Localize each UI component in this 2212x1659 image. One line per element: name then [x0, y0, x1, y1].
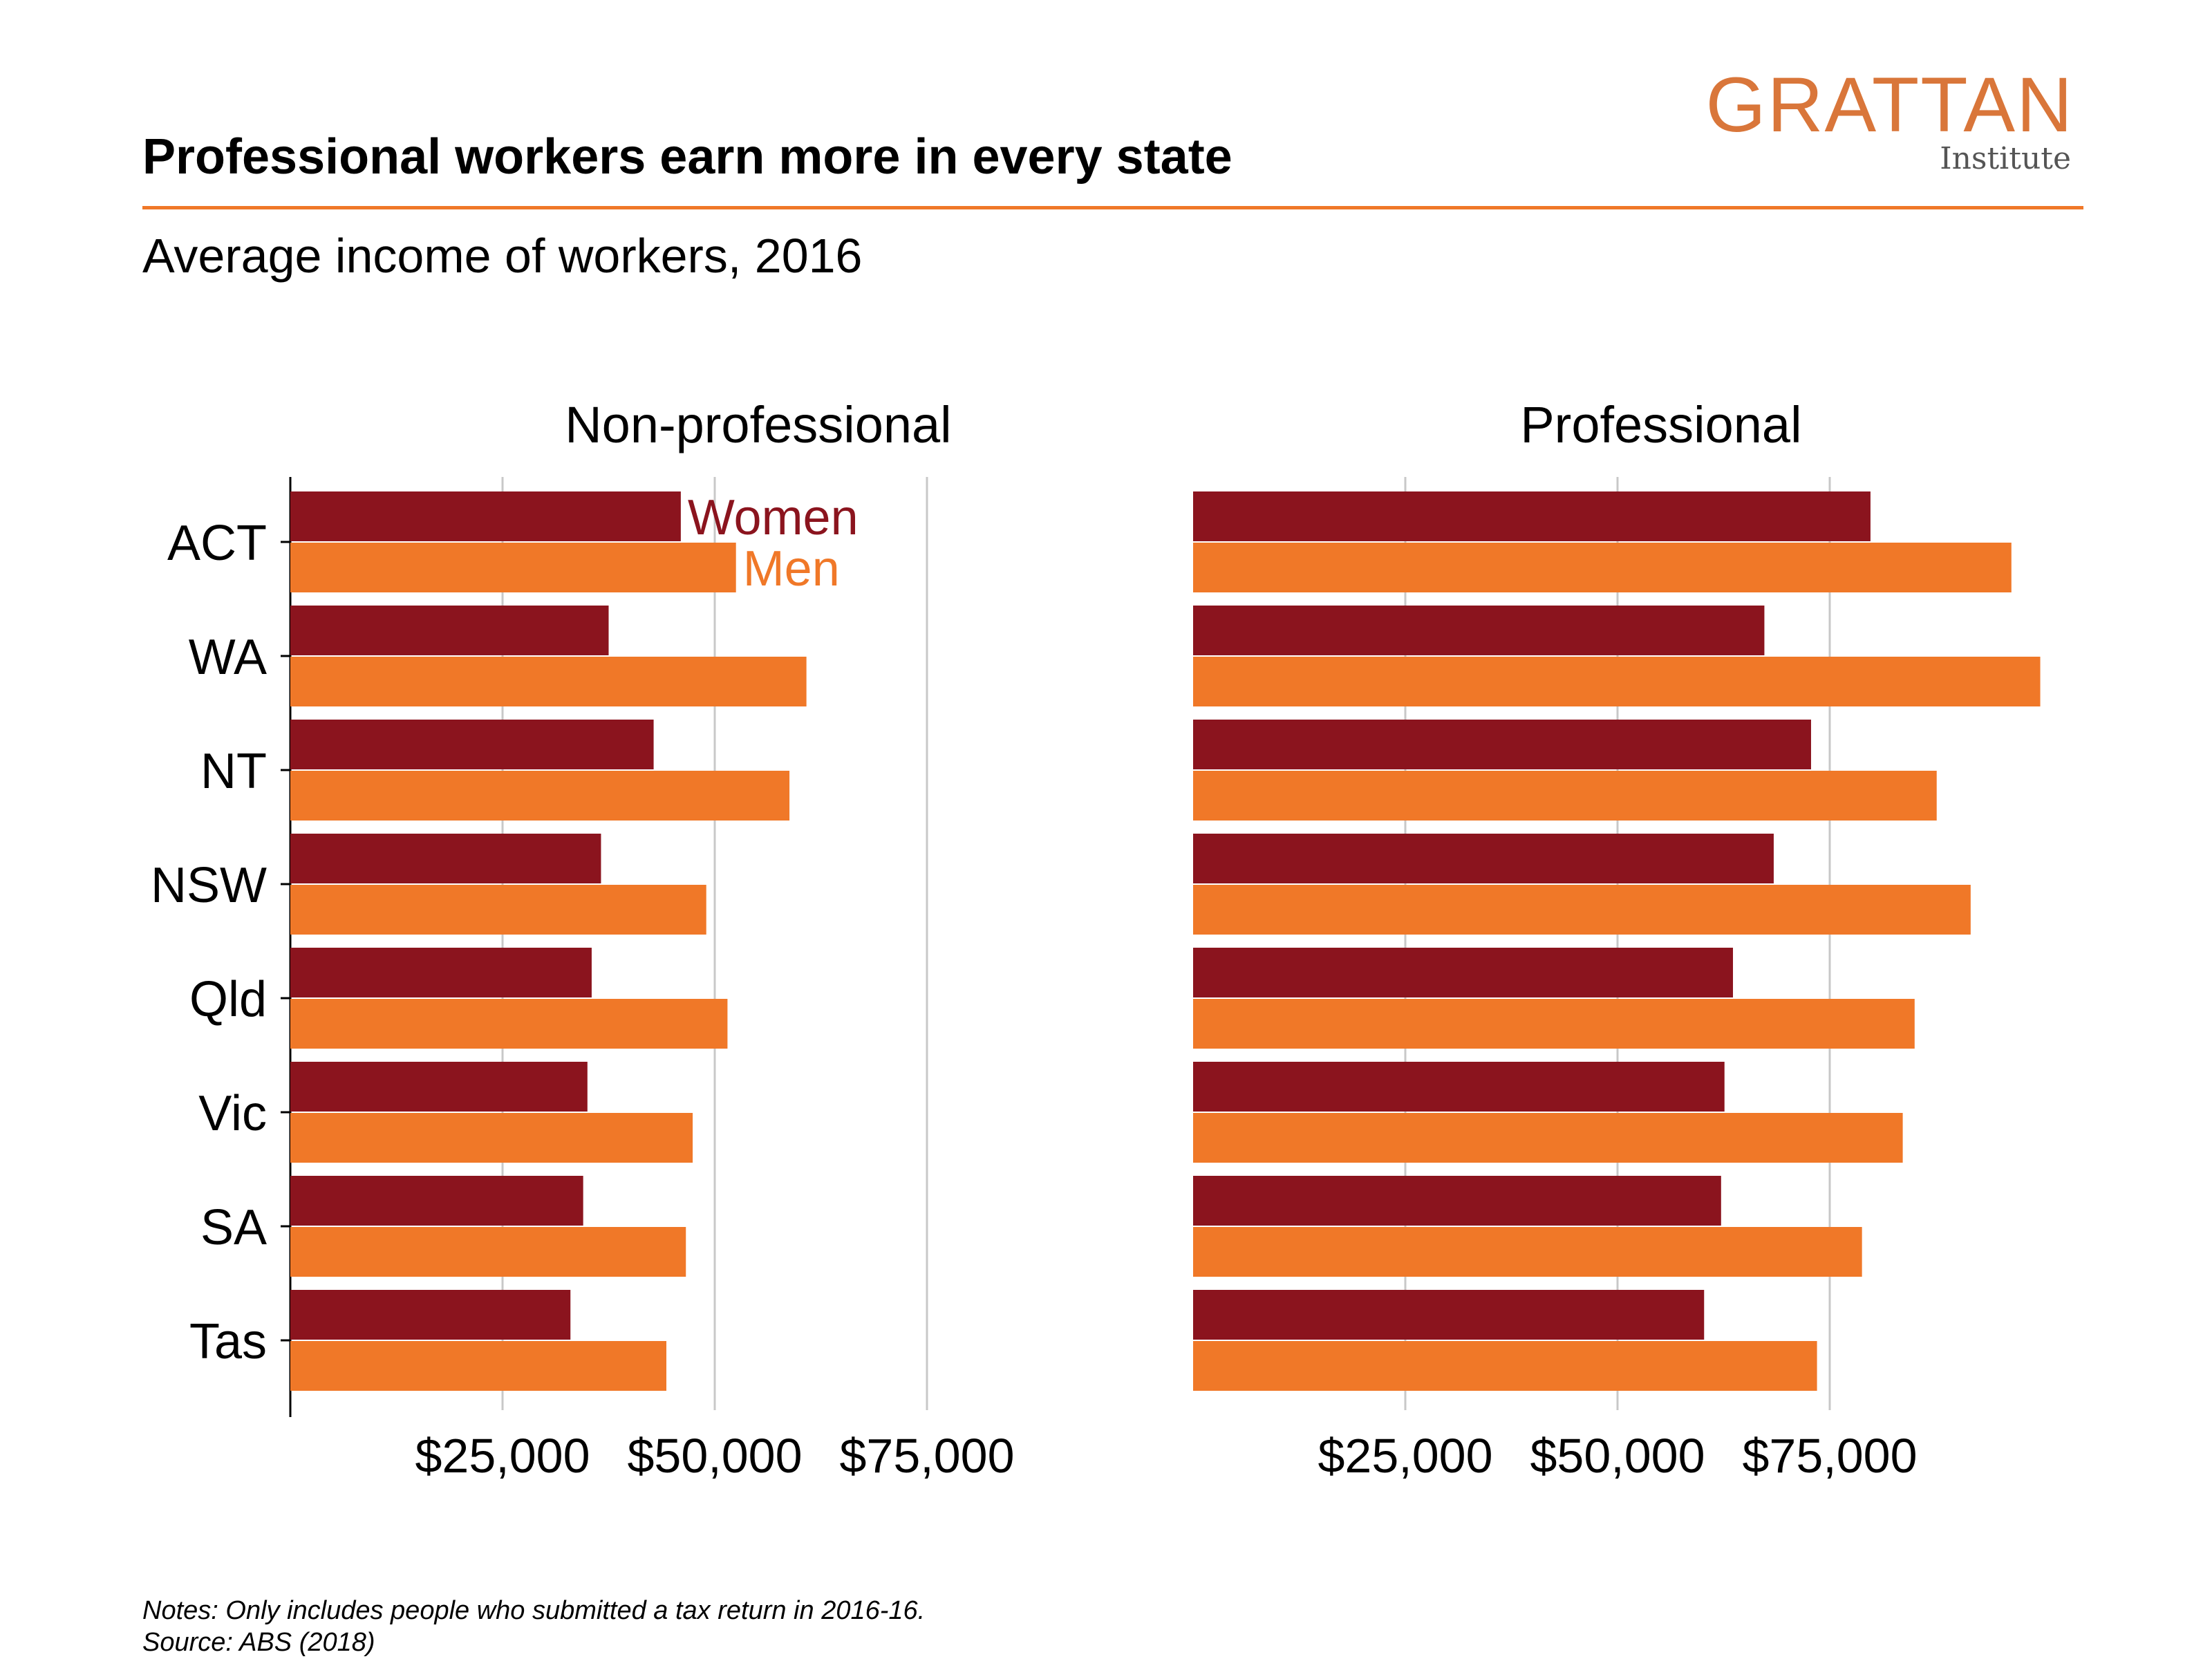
legend-label-men: Men — [743, 541, 840, 597]
bar-men — [290, 1113, 693, 1163]
bar-women — [1193, 1290, 1705, 1340]
bar-men — [1193, 1341, 1817, 1391]
logo-subtitle: Institute — [1940, 141, 2071, 176]
bar-women — [290, 606, 609, 655]
bar-women — [1193, 948, 1734, 997]
category-label: ACT — [167, 516, 267, 571]
category-label: NT — [200, 744, 267, 799]
bar-men — [290, 999, 728, 1049]
bar-men — [1193, 1227, 1862, 1277]
bar-women — [290, 834, 601, 883]
grattan-logo: GRATTAN Institute — [1687, 66, 2074, 184]
bar-women — [290, 1176, 583, 1226]
bar-men — [1193, 999, 1915, 1049]
x-tick-label: $25,000 — [415, 1429, 590, 1483]
bar-men — [1193, 657, 2041, 706]
logo-wordmark: GRATTAN — [1705, 62, 2074, 148]
legend-label-women: Women — [688, 490, 859, 545]
bar-women — [290, 720, 654, 769]
category-label: WA — [189, 630, 267, 685]
bar-men — [1193, 885, 1971, 935]
category-label: SA — [200, 1200, 267, 1255]
category-label: Qld — [189, 972, 267, 1027]
bar-women — [1193, 606, 1765, 655]
bar-men — [290, 771, 790, 821]
x-tick-label: $75,000 — [839, 1429, 1014, 1483]
x-tick-label: $25,000 — [1318, 1429, 1492, 1483]
chart-title: Professional workers earn more in every … — [142, 129, 1232, 185]
bar-women — [1193, 1062, 1725, 1112]
x-tick-label: $75,000 — [1742, 1429, 1917, 1483]
category-label: Tas — [189, 1314, 267, 1369]
bar-men — [290, 657, 807, 706]
notes-line: Notes: Only includes people who submitte… — [142, 1596, 926, 1625]
bar-men — [1193, 771, 1937, 821]
bar-women — [290, 1062, 588, 1112]
bar-women — [290, 948, 592, 997]
bar-men — [1193, 543, 2012, 592]
category-label: NSW — [151, 858, 267, 913]
bar-men — [290, 543, 736, 592]
bar-men — [290, 885, 706, 935]
bar-women — [290, 1290, 571, 1340]
bar-women — [1193, 491, 1871, 541]
bar-men — [290, 1341, 667, 1391]
x-tick-label: $50,000 — [1530, 1429, 1705, 1483]
category-label: Vic — [198, 1086, 267, 1141]
chart-subtitle: Average income of workers, 2016 — [142, 229, 863, 283]
panel-title: Professional — [1520, 396, 1801, 453]
panel-title: Non-professional — [565, 396, 951, 453]
bar-women — [1193, 834, 1774, 883]
bar-women — [290, 491, 681, 541]
bar-men — [1193, 1113, 1903, 1163]
title-rule — [142, 206, 2083, 209]
chart-notes: Notes: Only includes people who submitte… — [142, 1595, 925, 1658]
bar-women — [1193, 720, 1811, 769]
x-tick-label: $50,000 — [627, 1429, 802, 1483]
bar-women — [1193, 1176, 1721, 1226]
source-line: Source: ABS (2018) — [142, 1627, 375, 1657]
bar-men — [290, 1227, 686, 1277]
